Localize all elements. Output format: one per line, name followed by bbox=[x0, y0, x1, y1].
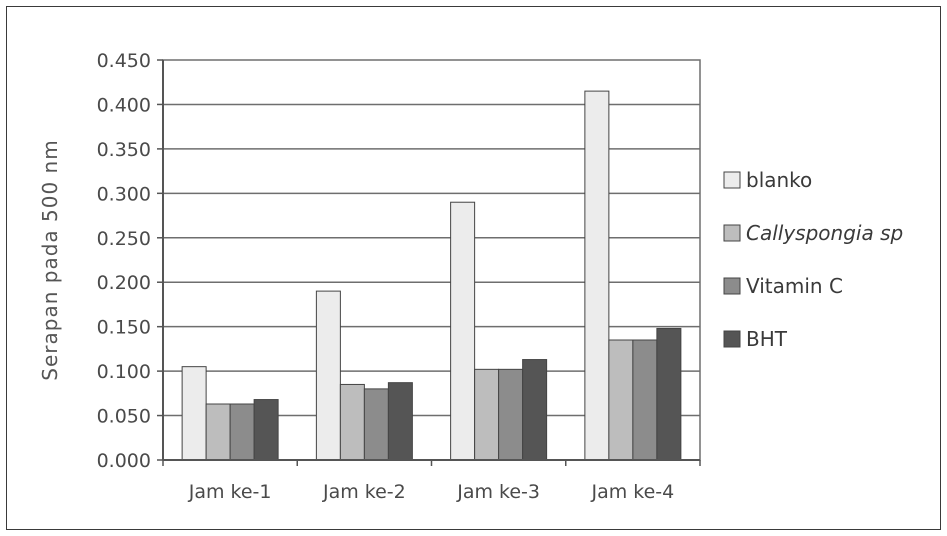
y-tick-label: 0.250 bbox=[97, 228, 151, 250]
bar bbox=[205, 403, 231, 461]
x-tick-label: Jam ke-4 bbox=[590, 481, 674, 503]
bar bbox=[522, 359, 548, 461]
legend-swatch bbox=[723, 277, 741, 295]
bar bbox=[181, 366, 207, 461]
y-tick-label: 0.450 bbox=[97, 50, 151, 72]
y-tick-labels: 0.000 0.050 0.100 0.150 0.200 0.250 0.300 0.350… bbox=[97, 50, 151, 472]
x-tick-labels: Jam ke-1 Jam ke-2 Jam ke-3 Jam ke-4 bbox=[188, 481, 675, 503]
y-tick-label: 0.000 bbox=[97, 450, 151, 472]
legend-swatch bbox=[723, 224, 741, 242]
bars bbox=[181, 90, 682, 461]
axes bbox=[157, 59, 701, 466]
y-tick-label: 0.150 bbox=[97, 317, 151, 339]
x-tick-label: Jam ke-3 bbox=[456, 481, 540, 503]
legend-swatch bbox=[723, 330, 741, 348]
legend: blanko Callyspongia sp Vitamin C BHT bbox=[723, 168, 903, 351]
bar bbox=[656, 327, 682, 461]
x-tick-label: Jam ke-2 bbox=[322, 481, 406, 503]
y-tick-label: 0.350 bbox=[97, 139, 151, 161]
legend-label: Vitamin C bbox=[746, 274, 843, 298]
bar bbox=[387, 382, 413, 461]
bar bbox=[450, 201, 476, 461]
legend-label: Callyspongia sp bbox=[746, 221, 903, 245]
bar bbox=[253, 399, 279, 461]
bar bbox=[498, 368, 524, 461]
x-tick-label: Jam ke-1 bbox=[188, 481, 272, 503]
bar bbox=[474, 368, 500, 461]
y-axis-title: Serapan pada 500 nm bbox=[38, 139, 62, 380]
bar bbox=[315, 290, 341, 461]
y-tick-label: 0.200 bbox=[97, 272, 151, 294]
bar bbox=[339, 383, 365, 461]
legend-swatch bbox=[723, 171, 741, 189]
y-tick-label: 0.400 bbox=[97, 94, 151, 116]
bar bbox=[632, 339, 658, 461]
bar bbox=[363, 388, 389, 461]
legend-label: blanko bbox=[746, 168, 812, 192]
legend-label: BHT bbox=[746, 327, 788, 351]
y-tick-label: 0.300 bbox=[97, 183, 151, 205]
bar bbox=[608, 339, 634, 461]
y-tick-label: 0.100 bbox=[97, 361, 151, 383]
bar bbox=[584, 90, 610, 461]
bar bbox=[229, 403, 255, 461]
y-tick-label: 0.050 bbox=[97, 406, 151, 428]
